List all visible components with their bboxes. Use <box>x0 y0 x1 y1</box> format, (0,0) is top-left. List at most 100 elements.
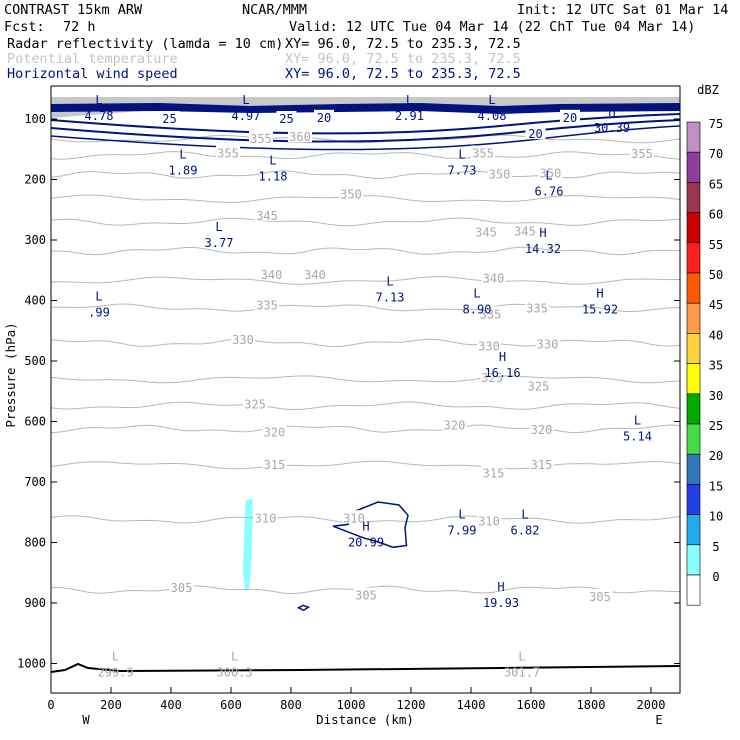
theta-label-bg <box>288 129 312 143</box>
theta-contour-line <box>51 217 680 227</box>
field-reflectivity-name: Radar reflectivity (lamda = 10 cm) <box>7 36 283 52</box>
theta-contour-line <box>51 303 680 312</box>
theta-label: 310 <box>343 511 365 525</box>
theta-label-bg <box>259 267 284 281</box>
theta-label-bg <box>529 457 554 471</box>
contour-labels-layer: 355 360 355 355 355 350 350 350 345 345 345 340 340 3… <box>85 93 654 680</box>
theta-label: 350 <box>489 168 511 182</box>
theta-label-bg <box>231 331 255 345</box>
wind-label-bg <box>276 111 297 124</box>
wind-extremum-value: 19.93 <box>483 596 519 610</box>
wind-contour-upper-3 <box>51 125 680 151</box>
colorbar-level: 10 <box>709 510 723 524</box>
colorbar-level: 40 <box>709 328 723 342</box>
colorbar-swatch <box>686 514 701 546</box>
x-tick-label: 600 <box>220 698 242 712</box>
colorbar-level: 25 <box>709 419 723 433</box>
wind-extremum-kind: L <box>95 290 102 304</box>
wind-extremum-value: 7.73 <box>448 163 477 177</box>
wind-extremum-value: 14.32 <box>525 242 561 256</box>
theta-label-bg <box>474 224 498 238</box>
wind-extremum-value: 20.99 <box>348 535 384 549</box>
theta-extremum-kind: L <box>518 650 525 664</box>
wind-extremum-value: 4.97 <box>232 109 261 123</box>
theta-contour-line <box>51 276 680 285</box>
theta-label: 335 <box>526 301 548 315</box>
theta-label: 325 <box>244 398 266 412</box>
colorbar-level: 60 <box>709 208 723 222</box>
x-axis: 0 200 400 600 800 1000 1200 1400 1600 1800 2000 <box>47 687 665 712</box>
theta-contour-line <box>51 134 680 144</box>
wind-contour-layer <box>51 103 680 612</box>
wind-extremum-kind: H <box>497 580 504 594</box>
theta-label: 355 <box>250 132 272 146</box>
colorbar-swatch <box>686 544 701 576</box>
theta-contour-layer <box>51 97 680 595</box>
theta-contour-line <box>51 375 680 384</box>
wind-extremum-value: 7.13 <box>376 290 405 304</box>
theta-extremum-kind: L <box>112 650 119 664</box>
wind-extremum-kind: L <box>545 169 552 183</box>
theta-label: 320 <box>444 419 466 433</box>
wind-extremum-value: 30.39 <box>594 121 630 135</box>
colorbar-level: 0 <box>712 570 719 584</box>
theta-label-bg <box>481 270 506 284</box>
wind-extremum-kind: L <box>242 93 249 107</box>
wind-extremum-value: 4.08 <box>478 109 507 123</box>
theta-label-bg <box>481 465 506 479</box>
theta-label: 305 <box>171 581 193 595</box>
theta-label: 310 <box>478 514 500 528</box>
colorbar-swatch <box>686 574 701 606</box>
wind-extremum-value: 1.18 <box>259 169 288 183</box>
x-tick-label: 2000 <box>637 698 666 712</box>
colorbar-level: 55 <box>709 238 723 252</box>
west-label: W <box>82 713 90 727</box>
theta-label-bg <box>588 588 612 602</box>
theta-label-bg <box>471 145 495 159</box>
y-tick-label: 600 <box>24 415 46 429</box>
wind-extremum-kind: L <box>179 147 186 161</box>
theta-contour-line <box>51 460 680 470</box>
colorbar-swatch <box>686 182 701 213</box>
x-tick-label: 1200 <box>397 698 426 712</box>
wind-extremum-value: 7.99 <box>448 523 477 537</box>
wind-extremum-value: .99 <box>88 306 110 320</box>
wind-extremum-kind: H <box>499 350 506 364</box>
colorbar-level: 45 <box>709 298 723 312</box>
wind-extremum-value: 16.16 <box>484 366 520 380</box>
colorbar-swatch <box>686 151 701 183</box>
x-axis-title: Distance (km) <box>316 712 414 727</box>
theta-label-bg <box>478 306 503 320</box>
y-axis: 100 200 300 400 500 600 700 800 900 1000 <box>17 112 680 671</box>
wind-label: 20 <box>317 111 331 125</box>
wind-extremum-kind: L <box>458 147 465 161</box>
theta-label-bg <box>535 336 560 350</box>
field-wind-xy: XY= 96.0, 72.5 to 235.3, 72.5 <box>285 66 521 82</box>
y-tick-label: 500 <box>24 354 46 368</box>
theta-label-bg <box>487 166 512 180</box>
theta-contour-line <box>51 151 680 160</box>
theta-contour-line <box>51 246 680 256</box>
y-tick-label: 700 <box>24 475 46 489</box>
theta-contour-line <box>51 194 680 204</box>
theta-label-bg <box>169 579 194 593</box>
wind-extremum-kind: L <box>95 93 102 107</box>
colorbar-level: 65 <box>709 177 723 191</box>
wind-extremum-kind: L <box>521 507 528 521</box>
y-tick-label: 900 <box>24 596 46 610</box>
wind-extremum-value: 5.14 <box>623 430 652 444</box>
wind-extremum-value: 15.92 <box>582 303 618 317</box>
theta-label: 350 <box>340 188 362 202</box>
wind-contour-upper-2 <box>51 119 680 143</box>
colorbar-level: 5 <box>712 540 719 554</box>
colorbar-level: 20 <box>709 449 723 463</box>
colorbar-swatch <box>686 393 701 425</box>
wind-extremum-kind: L <box>406 93 413 107</box>
theta-extremum-value: 301.7 <box>504 666 540 680</box>
theta-extremum-value: 299.9 <box>97 666 133 680</box>
y-tick-label: 800 <box>24 536 46 550</box>
field-reflectivity-xy: XY= 96.0, 72.5 to 235.3, 72.5 <box>285 36 521 52</box>
theta-label: 325 <box>481 371 503 385</box>
